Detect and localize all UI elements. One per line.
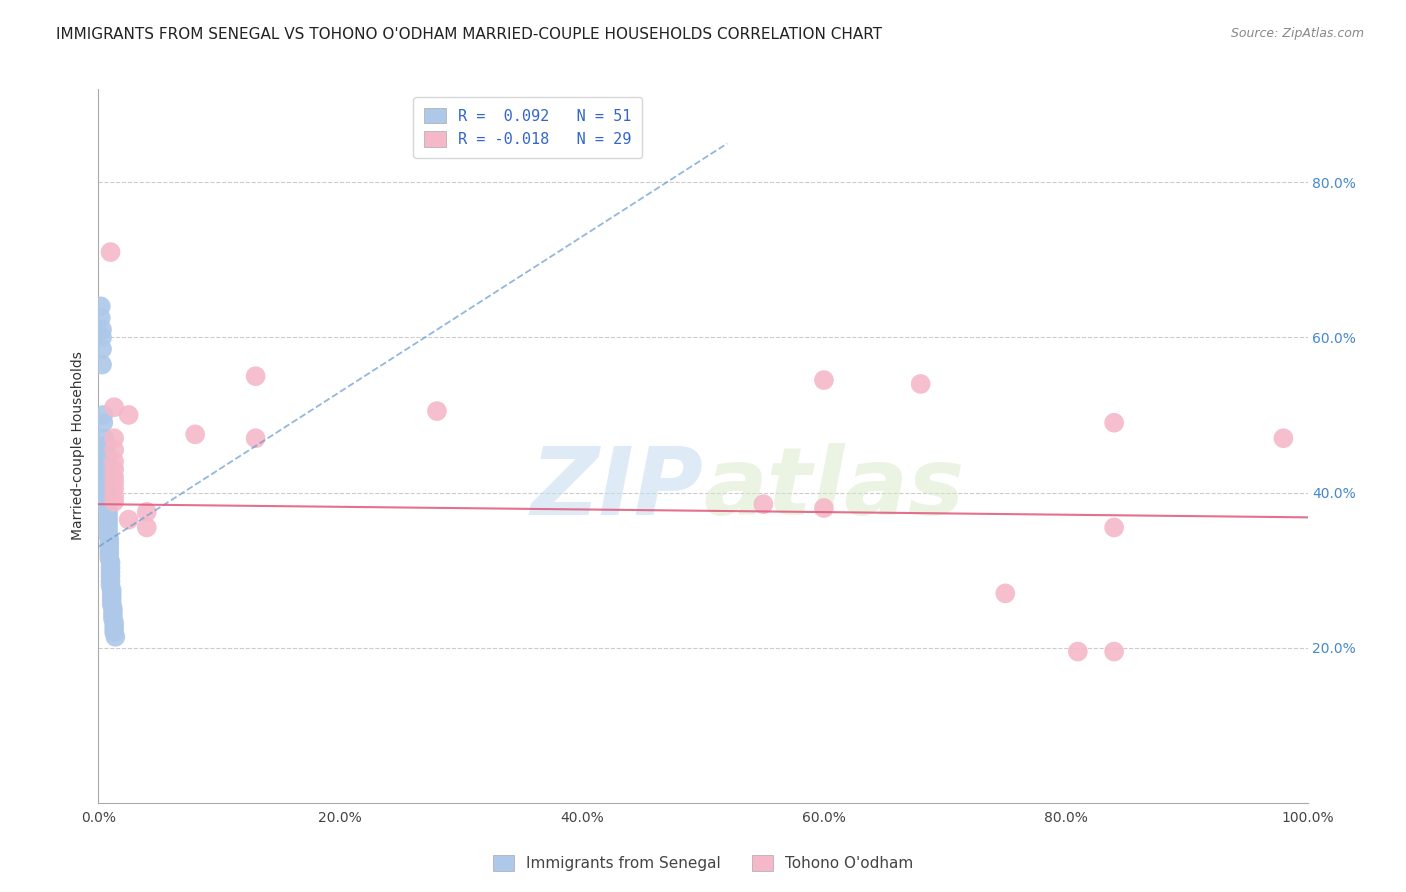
Point xyxy=(813,501,835,516)
Point xyxy=(118,513,141,527)
Point xyxy=(100,588,122,602)
Point xyxy=(96,472,118,486)
Legend: Immigrants from Senegal, Tohono O'odham: Immigrants from Senegal, Tohono O'odham xyxy=(486,849,920,877)
Point xyxy=(101,611,124,625)
Point xyxy=(97,518,120,533)
Point xyxy=(103,615,125,630)
Point xyxy=(1102,416,1125,430)
Point xyxy=(100,569,122,583)
Point xyxy=(91,408,114,422)
Point xyxy=(103,490,125,504)
Point xyxy=(103,495,125,509)
Point xyxy=(103,454,125,468)
Point xyxy=(97,527,120,541)
Point xyxy=(97,513,120,527)
Point xyxy=(103,462,125,476)
Point xyxy=(103,470,125,484)
Point xyxy=(813,373,835,387)
Point xyxy=(100,597,122,611)
Point xyxy=(96,495,118,509)
Point xyxy=(97,504,120,518)
Point xyxy=(426,404,449,418)
Point xyxy=(100,583,122,598)
Point xyxy=(103,401,125,415)
Point xyxy=(1102,644,1125,658)
Point xyxy=(96,481,118,495)
Point xyxy=(103,431,125,445)
Point xyxy=(96,476,118,491)
Point xyxy=(96,500,118,514)
Point xyxy=(752,497,775,511)
Point xyxy=(100,560,122,574)
Point xyxy=(118,408,141,422)
Point xyxy=(91,323,114,337)
Point xyxy=(135,505,157,519)
Point xyxy=(100,574,122,588)
Point xyxy=(184,427,207,442)
Point xyxy=(98,550,121,565)
Point xyxy=(103,625,125,640)
Point xyxy=(98,537,121,551)
Point xyxy=(910,376,932,391)
Point xyxy=(93,431,115,445)
Point xyxy=(91,358,114,372)
Text: Source: ZipAtlas.com: Source: ZipAtlas.com xyxy=(1230,27,1364,40)
Y-axis label: Married-couple Households: Married-couple Households xyxy=(72,351,86,541)
Point xyxy=(245,431,267,445)
Point xyxy=(91,416,114,430)
Point xyxy=(100,245,122,260)
Point xyxy=(103,475,125,490)
Point xyxy=(100,555,122,569)
Text: atlas: atlas xyxy=(703,442,965,535)
Point xyxy=(1067,644,1090,658)
Point xyxy=(245,369,267,384)
Point xyxy=(104,630,127,644)
Point xyxy=(90,311,112,326)
Point xyxy=(103,482,125,496)
Point xyxy=(101,607,124,621)
Point xyxy=(94,462,117,476)
Point xyxy=(94,453,117,467)
Point xyxy=(994,586,1017,600)
Point xyxy=(100,579,122,593)
Point xyxy=(91,330,114,344)
Point xyxy=(98,546,121,560)
Point xyxy=(96,467,118,481)
Point xyxy=(96,485,118,500)
Text: ZIP: ZIP xyxy=(530,442,703,535)
Point xyxy=(135,520,157,534)
Point xyxy=(90,299,112,313)
Point xyxy=(101,602,124,616)
Point xyxy=(103,620,125,634)
Point xyxy=(94,442,117,457)
Point xyxy=(100,592,122,607)
Point xyxy=(100,565,122,579)
Point xyxy=(1102,520,1125,534)
Point xyxy=(103,442,125,457)
Point xyxy=(94,458,117,472)
Point xyxy=(98,532,121,546)
Point xyxy=(1272,431,1295,445)
Point xyxy=(91,342,114,356)
Text: IMMIGRANTS FROM SENEGAL VS TOHONO O'ODHAM MARRIED-COUPLE HOUSEHOLDS CORRELATION : IMMIGRANTS FROM SENEGAL VS TOHONO O'ODHA… xyxy=(56,27,883,42)
Point xyxy=(96,490,118,504)
Point xyxy=(94,448,117,462)
Point xyxy=(97,508,120,523)
Point xyxy=(97,523,120,537)
Point xyxy=(98,541,121,556)
Point xyxy=(93,439,115,453)
